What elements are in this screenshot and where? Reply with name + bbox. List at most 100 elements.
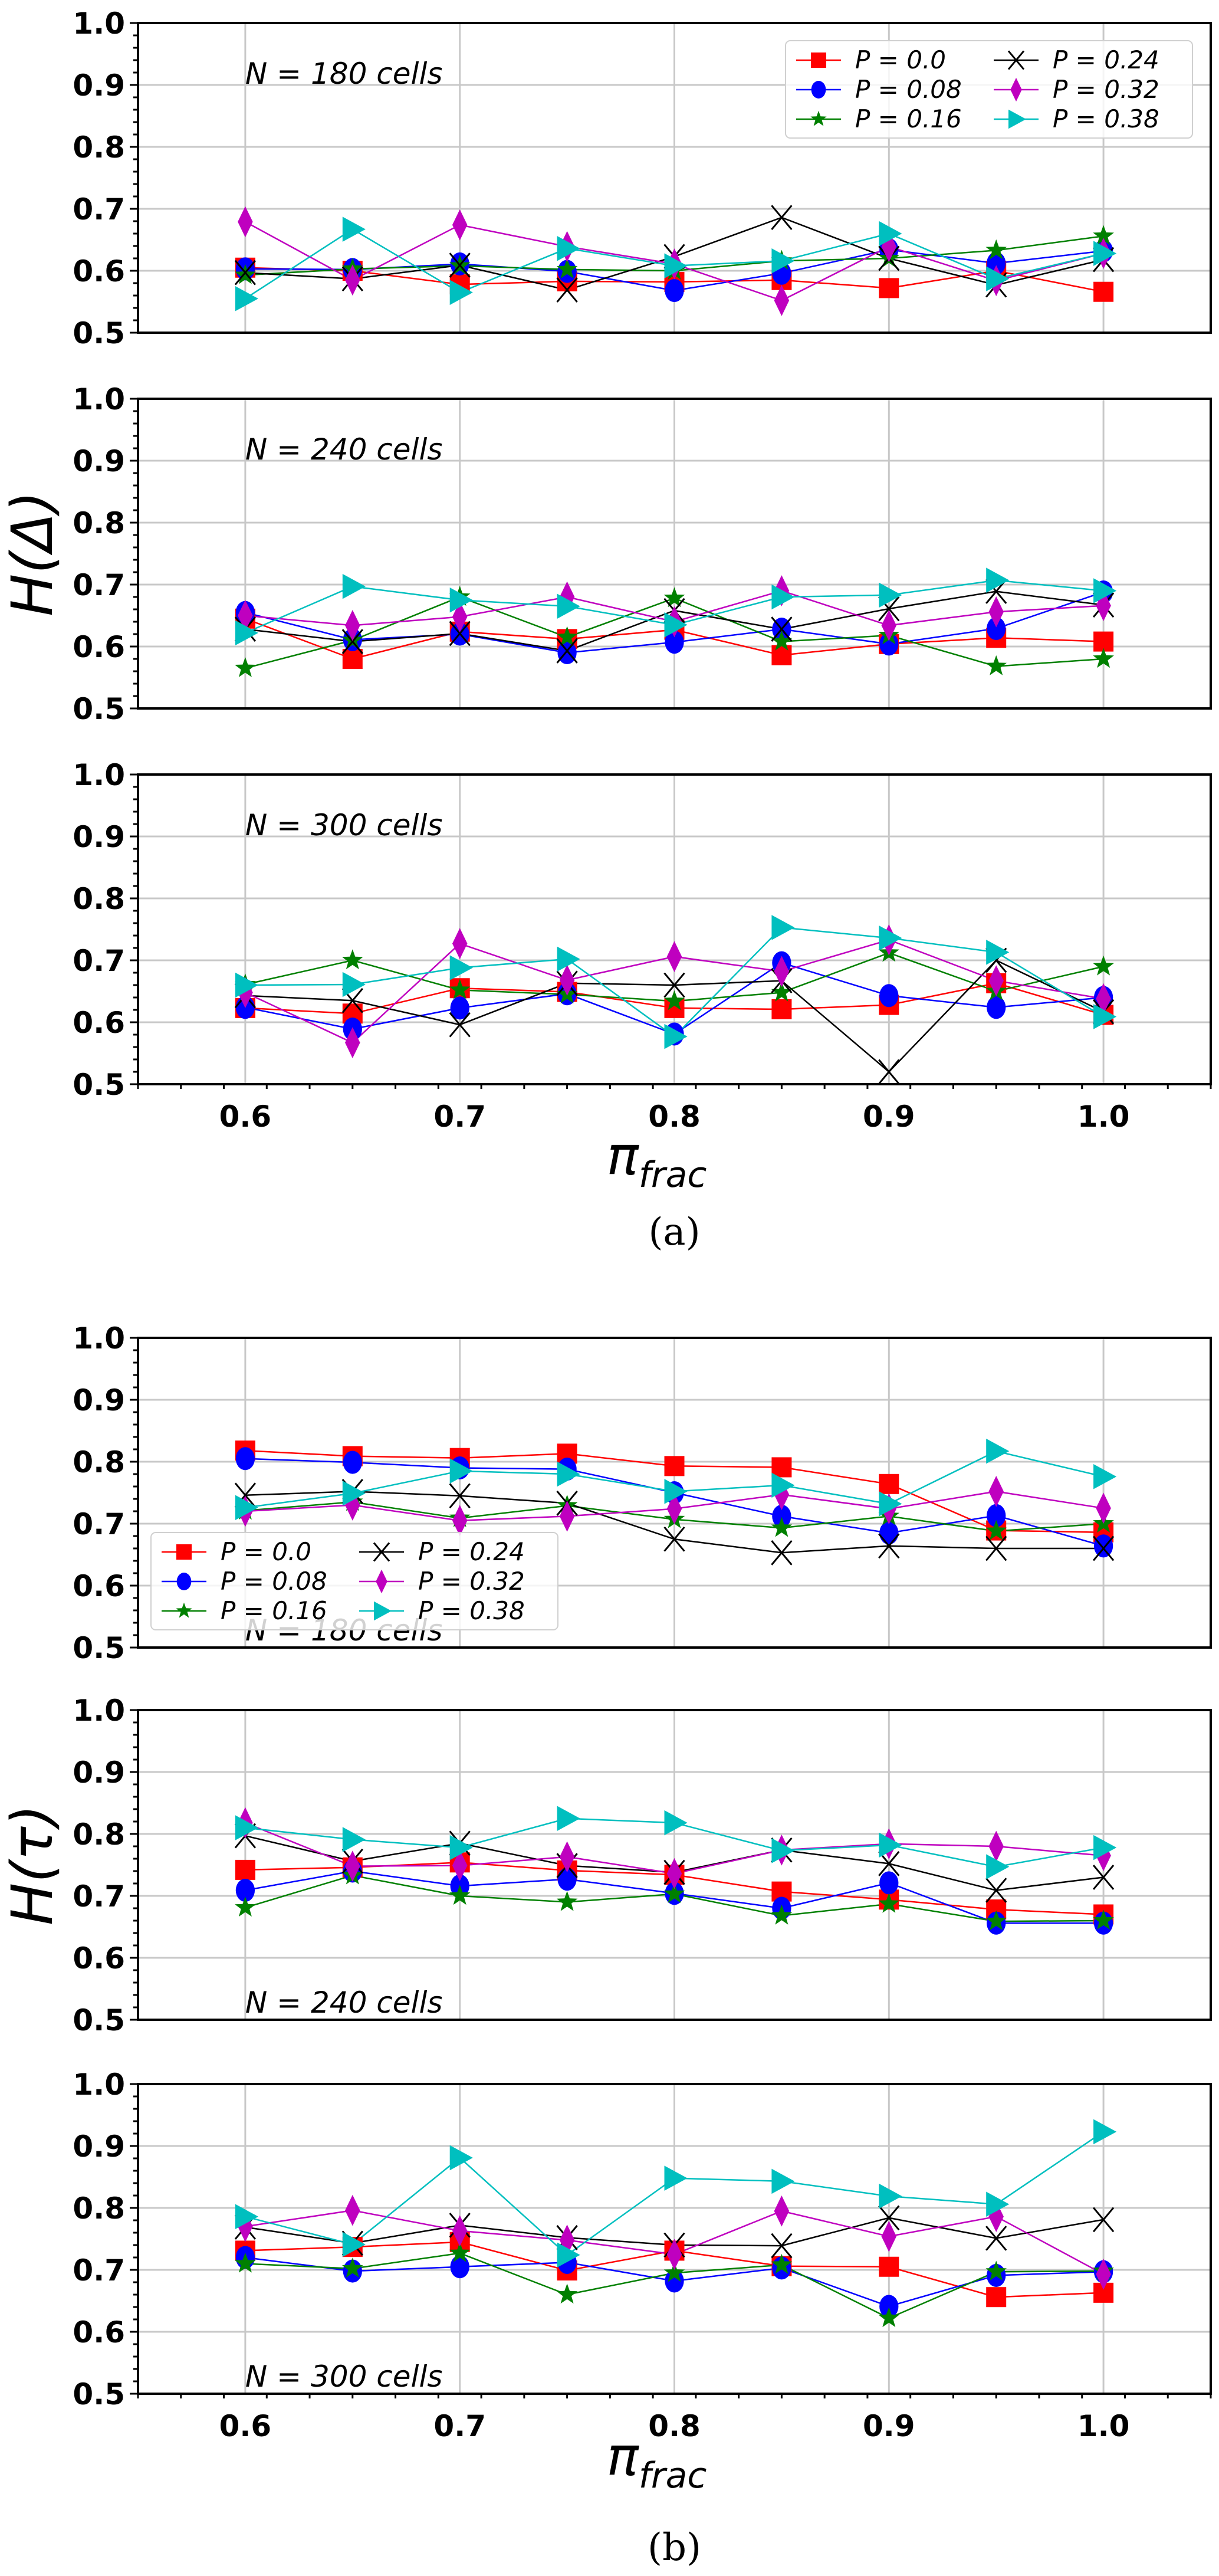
legend-marker-diamond (376, 1569, 387, 1594)
data-point (235, 972, 258, 998)
data-point (665, 631, 684, 654)
data-point (879, 984, 899, 1008)
data-point (342, 573, 366, 599)
y-tick-label: 0.6 (73, 1006, 125, 1040)
y-tick-label: 1.0 (73, 1694, 125, 1728)
data-point (879, 582, 902, 608)
panel: 0.5 0.6 0.7 0.8 0.9 1.0 N = 300 cells 0.6 0.7 0.8… (73, 758, 1212, 1134)
data-point (878, 2307, 900, 2327)
panel-annotation: N = 300 cells (245, 808, 443, 842)
y-tick-label: 0.8 (73, 1817, 125, 1852)
data-point (771, 915, 795, 940)
data-point (986, 2191, 1010, 2217)
data-point (449, 1885, 471, 1905)
y-tick-label: 0.7 (73, 1879, 125, 1914)
y-tick-label: 0.6 (73, 254, 125, 288)
data-point (771, 1540, 793, 1566)
data-point (663, 587, 685, 608)
subfigure-b: 0.50.60.70.80.91.0N = 180 cells0.50.60.7… (0, 1321, 1212, 2570)
data-point (664, 1810, 688, 1836)
data-point (666, 941, 682, 973)
legend: P = 0.0P = 0.08P = 0.16 P = 0.24P = 0.32P… (150, 1532, 558, 1630)
data-point (774, 285, 790, 316)
data-point (557, 1461, 580, 1487)
data-point (664, 1456, 685, 1476)
data-point (235, 1495, 258, 1520)
data-point (1093, 225, 1114, 245)
data-point (663, 972, 685, 998)
panel: 0.5 0.6 0.7 0.8 0.9 1.0 N = 180 cells (73, 6, 1212, 350)
data-point (771, 1838, 795, 1863)
y-tick-label: 0.6 (73, 1941, 125, 1976)
data-point (1093, 955, 1114, 976)
y-tick-label: 0.6 (73, 1569, 125, 1603)
data-point (1096, 983, 1111, 1015)
data-point (235, 1859, 255, 1880)
panel-annotation: N = 180 cells (245, 57, 443, 91)
data-point (879, 2183, 902, 2209)
data-point (878, 2205, 900, 2231)
data-point (664, 253, 688, 278)
legend-marker-x (1007, 50, 1025, 70)
data-point (879, 221, 902, 247)
data-point (665, 279, 684, 303)
data-point (986, 2287, 1007, 2308)
data-point (342, 972, 366, 997)
data-point (556, 1891, 578, 1911)
y-tick-label: 0.7 (73, 192, 125, 227)
data-point (449, 1012, 471, 1038)
axes-frame (137, 1709, 1212, 2021)
data-point (665, 2269, 684, 2293)
legend-label: P = 0.0 (855, 45, 946, 74)
data-point (345, 2194, 360, 2226)
legend-marker-x (373, 1542, 390, 1562)
data-point (449, 2242, 471, 2262)
panel-annotation: N = 240 cells (245, 432, 443, 467)
legend-marker-square (176, 1544, 192, 1560)
data-point (771, 1517, 793, 1537)
legend-box (785, 40, 1193, 139)
data-point (985, 1535, 1007, 1561)
data-point (771, 999, 792, 1019)
data-point (449, 621, 471, 647)
data-point (879, 1474, 899, 1494)
y-tick-label: 0.9 (73, 1383, 125, 1417)
y-tick-label: 1.0 (73, 1321, 125, 1356)
y-axis-label: H(τ) (0, 1804, 65, 1925)
data-point (879, 2295, 899, 2318)
x-axis-label-subscript: frac (639, 1154, 707, 1196)
data-point (235, 2252, 256, 2273)
y-tick-label: 0.6 (73, 630, 125, 664)
data-point (341, 629, 363, 654)
data-point (556, 277, 578, 303)
data-point (452, 2215, 468, 2247)
y-tick-label: 0.7 (73, 2253, 125, 2288)
data-point (663, 990, 685, 1010)
y-tick-label: 0.8 (73, 506, 125, 540)
panel: 0.5 0.6 0.7 0.8 0.9 1.0 N = 240 cells (73, 1694, 1212, 2037)
data-point (986, 266, 1010, 291)
data-point (771, 981, 793, 1002)
panel: 0.5 0.6 0.7 0.8 0.9 1.0 N = 300 cells 0.6 0.7 0.8… (73, 2068, 1212, 2443)
y-tick-label: 0.7 (73, 944, 125, 978)
y-tick-label: 0.8 (73, 2191, 125, 2226)
data-point (449, 252, 471, 278)
data-point (879, 278, 899, 298)
x-axis-label-main: π (607, 1125, 640, 1187)
data-point (985, 1878, 1007, 1903)
y-tick-label: 0.5 (73, 2003, 125, 2037)
data-point (559, 1501, 575, 1532)
data-point (557, 235, 580, 261)
data-point (771, 205, 793, 231)
legend-label: P = 0.38 (418, 1596, 525, 1625)
figure-caption: (b) (648, 2526, 701, 2570)
data-point (1093, 1534, 1113, 1558)
data-point (771, 1457, 792, 1478)
data-point (557, 641, 577, 665)
y-tick-label: 0.5 (73, 2377, 125, 2411)
legend-label: P = 0.32 (418, 1567, 525, 1596)
data-point (774, 2195, 790, 2227)
data-point (985, 2260, 1007, 2281)
data-point (988, 596, 1004, 628)
